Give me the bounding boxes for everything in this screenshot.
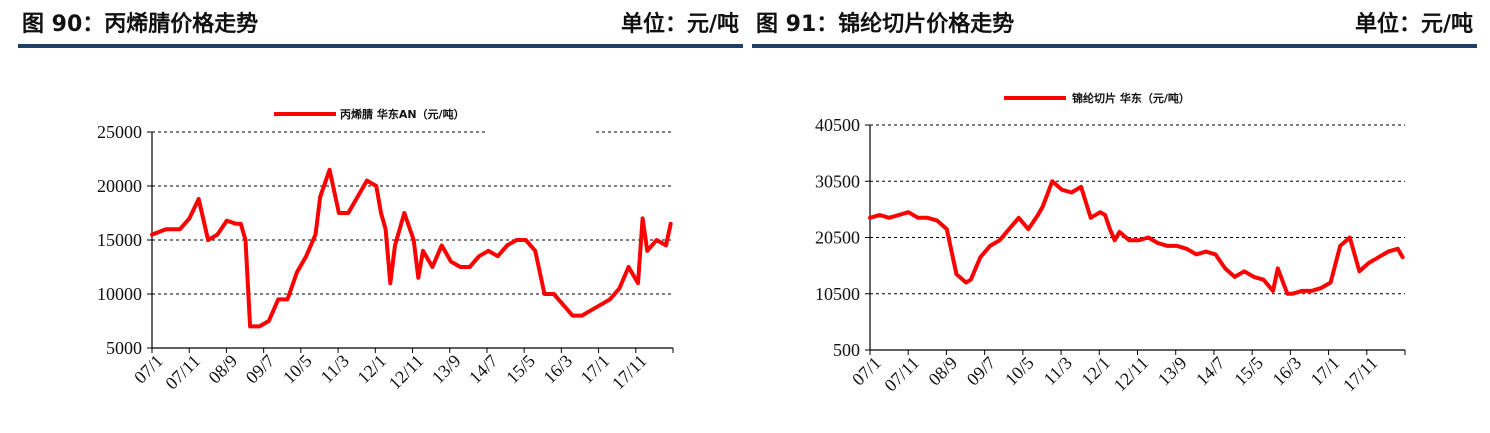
series-line: [868, 179, 1405, 296]
y-tick-label: 10500: [815, 284, 860, 304]
panel-header: 图 91：锦纶切片价格走势 单位：元/吨: [752, 0, 1477, 48]
x-tick-label: 09/7: [963, 353, 1000, 390]
legend-label: 锦纶切片 华东（元/吨）: [1072, 91, 1190, 105]
x-tick-label: 13/9: [1154, 353, 1191, 390]
y-tick-label: 5000: [106, 338, 142, 358]
panel-header: 图 90：丙烯腈价格走势 单位：元/吨: [18, 0, 743, 48]
x-tick-label: 12/11: [1110, 353, 1153, 396]
x-tick-label: 12/11: [385, 351, 428, 394]
y-tick-label: 10000: [97, 284, 142, 304]
x-tick-label: 14/7: [465, 351, 502, 388]
x-tick-label: 16/3: [539, 351, 576, 388]
chart-panel-acrylonitrile: 图 90：丙烯腈价格走势 单位：元/吨 5000 10000 15000 20000 2…: [18, 0, 743, 433]
x-tick-label: 09/7: [242, 351, 279, 388]
chart-unit: 单位：元/吨: [620, 12, 739, 37]
x-tick-label: 11/3: [317, 351, 353, 387]
x-tick-label: 12/1: [353, 351, 390, 388]
y-tick-label: 20000: [97, 176, 142, 196]
x-tick-label: 08/9: [924, 353, 961, 390]
x-tick-label: 15/5: [1230, 353, 1267, 390]
x-tick-label: 07/11: [880, 353, 923, 396]
x-tick-label: 10/5: [1001, 353, 1038, 390]
x-tick-label: 15/5: [502, 351, 539, 388]
x-tick-label: 12/1: [1077, 353, 1114, 390]
chart-unit: 单位：元/吨: [1354, 12, 1473, 37]
x-tick-label: 16/3: [1268, 353, 1305, 390]
chart-title: 图 91：锦纶切片价格走势: [756, 12, 1015, 37]
x-tick-label: 08/9: [204, 351, 241, 388]
x-tick-label: 17/11: [608, 351, 651, 394]
x-tick-label: 17/1: [577, 351, 614, 388]
y-tick-label: 20500: [815, 228, 860, 248]
x-tick-label: 11/3: [1040, 353, 1076, 389]
y-tick-label: 15000: [97, 230, 142, 250]
y-tick-label: 500: [833, 340, 860, 360]
legend-label: 丙烯腈 华东AN（元/吨）: [340, 107, 465, 121]
x-tick-label: 17/1: [1307, 353, 1344, 390]
y-tick-label: 30500: [815, 171, 860, 191]
x-tick-label: 17/11: [1339, 353, 1382, 396]
series-line: [150, 167, 673, 329]
y-tick-label: 40500: [815, 115, 860, 135]
y-tick-label: 25000: [97, 122, 142, 142]
chart-panel-nylon-chip: 图 91：锦纶切片价格走势 单位：元/吨 500 10500 20500 30500 4…: [752, 0, 1477, 433]
x-tick-label: 10/5: [279, 351, 316, 388]
x-tick-label: 13/9: [428, 351, 465, 388]
chart-title: 图 90：丙烯腈价格走势: [22, 12, 259, 37]
x-tick-label: 14/7: [1192, 353, 1229, 390]
legend-mask: [486, 129, 596, 135]
x-tick-label: 07/11: [161, 351, 204, 394]
